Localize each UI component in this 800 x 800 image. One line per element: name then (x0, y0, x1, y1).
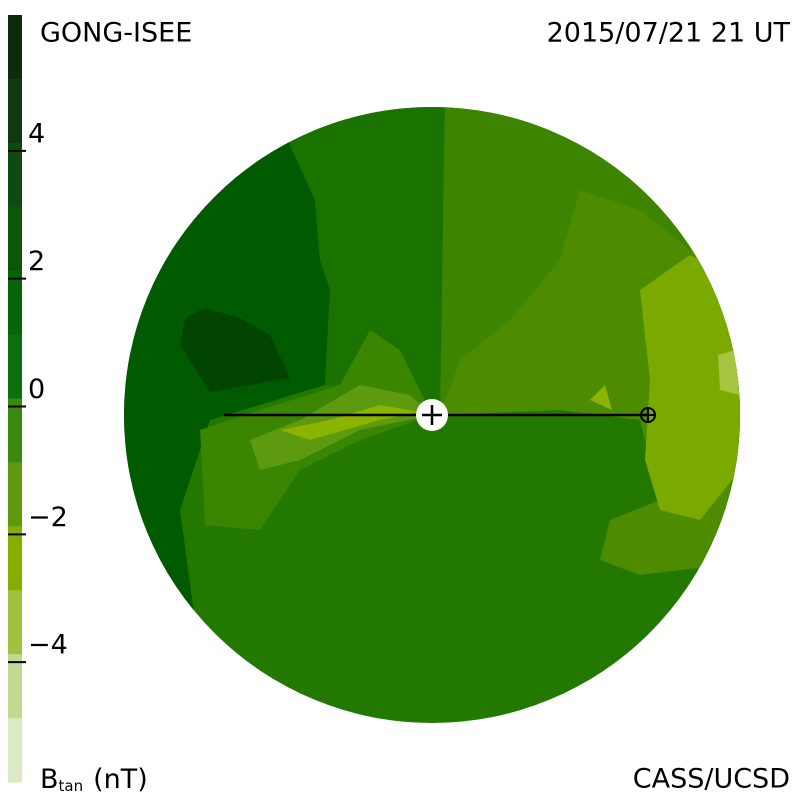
timestamp: 2015/07/21 21 UT (547, 18, 791, 49)
colorbar-segment (8, 15, 22, 80)
colorbar-segment (8, 206, 22, 272)
colorbar-segment (8, 334, 22, 399)
colorbar-tick-label: −2 (28, 502, 68, 533)
credit: CASS/UCSD (633, 764, 790, 795)
colorbar-segment (8, 654, 22, 719)
colorbar-segment (8, 142, 22, 208)
colorbar-tick-label: 0 (28, 374, 45, 405)
colorbar-segment (8, 270, 22, 336)
colorbar-segment (8, 590, 22, 655)
colorbar-tick-label: 4 (28, 118, 45, 149)
colorbar-segment (8, 398, 22, 463)
colorbar-label: Btan (nT) (40, 764, 148, 795)
colorbar: 4 2 0 −2 −4 (8, 15, 68, 783)
colorbar-tick-label: −4 (28, 630, 68, 661)
colorbar-segment (8, 78, 22, 144)
title: GONG-ISEE (40, 18, 192, 49)
colorbar-tick-label: 2 (28, 246, 45, 277)
colorbar-segment (8, 462, 22, 527)
colorbar-segment (8, 718, 22, 783)
colorbar-segment (8, 526, 22, 591)
